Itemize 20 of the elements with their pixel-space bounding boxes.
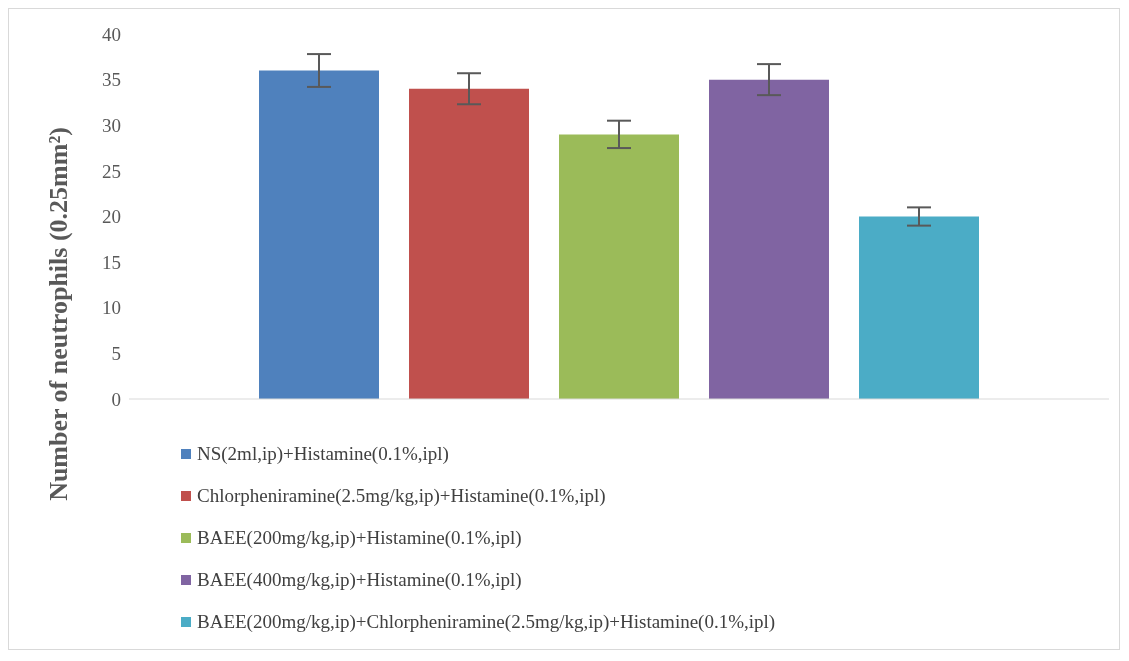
y-tick-label: 10 bbox=[102, 297, 121, 319]
legend-label: BAEE(200mg/kg,ip)+Histamine(0.1%,ipl) bbox=[197, 527, 522, 549]
y-axis-title: Number of neutrophils (0.25mm²) bbox=[44, 127, 74, 501]
y-tick-label: 25 bbox=[102, 160, 121, 182]
bar bbox=[409, 88, 529, 399]
bar bbox=[559, 134, 679, 399]
y-tick-label: 40 bbox=[102, 23, 121, 45]
y-tick-label: 0 bbox=[111, 388, 121, 410]
legend-label: Chlorpheniramine(2.5mg/kg,ip)+Histamine(0.1%,ipl) bbox=[197, 485, 606, 507]
y-tick-label: 35 bbox=[102, 69, 121, 91]
legend-label: NS(2ml,ip)+Histamine(0.1%,ipl) bbox=[197, 443, 449, 465]
legend-label: BAEE(400mg/kg,ip)+Histamine(0.1%,ipl) bbox=[197, 569, 522, 591]
legend-label: BAEE(200mg/kg,ip)+Chlorpheniramine(2.5mg/kg,ip)+Histamine(0.1%,ipl) bbox=[197, 611, 776, 633]
y-tick-label: 5 bbox=[111, 343, 121, 365]
bar bbox=[259, 70, 379, 399]
bar bbox=[859, 216, 979, 399]
y-tick-label: 20 bbox=[102, 206, 121, 228]
y-tick-label: 15 bbox=[102, 251, 121, 273]
bar bbox=[709, 79, 829, 399]
y-tick-label: 30 bbox=[102, 115, 121, 136]
